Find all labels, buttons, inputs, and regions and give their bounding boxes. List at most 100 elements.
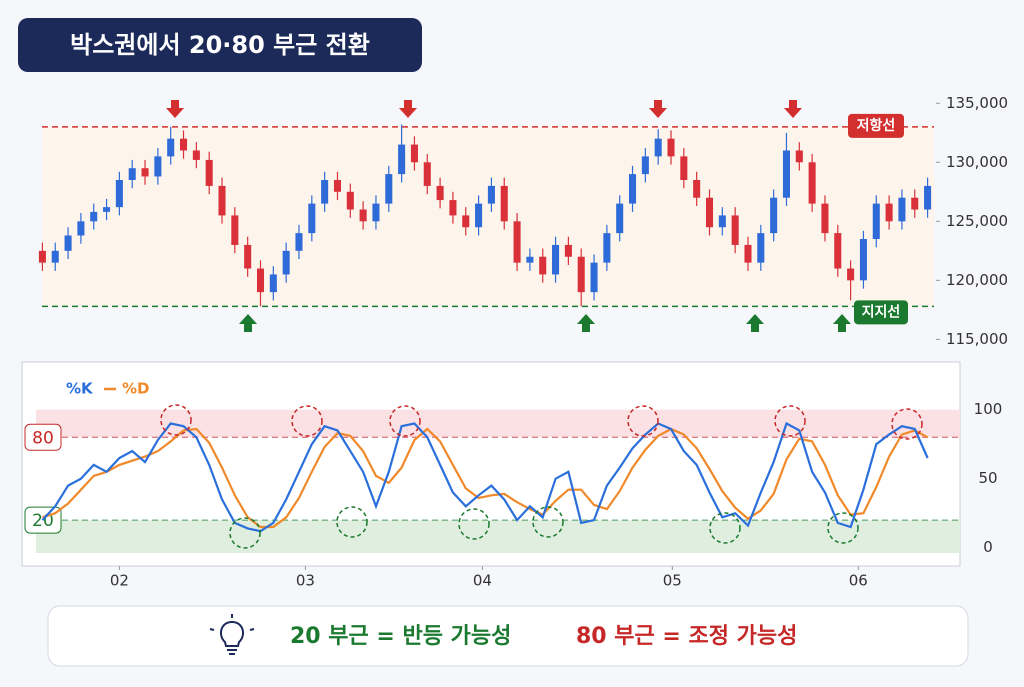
candle-body xyxy=(269,274,277,293)
x-tick-label: 06 xyxy=(849,572,868,590)
candle-body xyxy=(38,250,46,263)
candle-body xyxy=(654,138,662,157)
candle-body xyxy=(346,191,354,210)
trough-circle xyxy=(458,508,490,540)
candle-body xyxy=(244,244,252,269)
candle-body xyxy=(564,244,572,257)
candle-body xyxy=(616,203,624,234)
candle-body xyxy=(295,233,303,251)
buy-arrow xyxy=(239,314,257,332)
candle-body xyxy=(333,180,341,192)
candle-body xyxy=(103,207,111,212)
candle-body xyxy=(834,233,842,269)
trough-circle xyxy=(709,512,741,544)
peak-circle xyxy=(891,408,923,440)
x-tick-label: 04 xyxy=(473,572,492,590)
candle-body xyxy=(321,180,329,204)
candle-body xyxy=(795,150,803,163)
candle-body xyxy=(526,256,534,263)
y-tick-label: 120,000 xyxy=(946,271,1008,289)
trough-circle xyxy=(336,506,368,538)
candle-body xyxy=(167,138,175,157)
y-tick-label: 0 xyxy=(983,538,993,556)
note-box xyxy=(47,605,969,667)
candle-body xyxy=(423,162,431,186)
candle-body xyxy=(924,185,932,210)
candle-body xyxy=(898,197,906,222)
x-tick-label: 02 xyxy=(110,572,129,590)
trough-circle xyxy=(229,517,261,549)
peak-circle xyxy=(389,405,421,437)
buy-arrow xyxy=(577,314,595,332)
oversold-band xyxy=(36,520,960,553)
candle-body xyxy=(282,250,290,275)
candle-body xyxy=(449,200,457,216)
candle-body xyxy=(475,203,483,228)
candle-body xyxy=(398,144,406,175)
y-tick-label: 50 xyxy=(978,469,997,487)
candle-body xyxy=(731,215,739,245)
candle-body xyxy=(693,180,701,198)
candle-body xyxy=(782,150,790,198)
legend-label: %D xyxy=(122,380,149,398)
note-overbought: 80 부근 = 조정 가능성 xyxy=(576,624,797,649)
candle-body xyxy=(192,150,200,160)
candle-body xyxy=(77,221,85,236)
candle-body xyxy=(552,244,560,275)
candle-body xyxy=(487,185,495,204)
candle-body xyxy=(436,185,444,201)
resistance-label-box xyxy=(848,113,904,138)
candle-body xyxy=(859,239,867,281)
support-label-box xyxy=(854,300,908,325)
candle-body xyxy=(500,185,508,222)
note-oversold: 20 부근 = 반등 가능성 xyxy=(290,624,511,649)
candle-body xyxy=(590,262,598,293)
y-tick-label: 115,000 xyxy=(946,330,1008,348)
peak-circle xyxy=(160,404,192,436)
resistance-label: 저항선 xyxy=(857,117,896,134)
peak-circle xyxy=(774,405,806,437)
candle-body xyxy=(359,209,367,222)
candle-body xyxy=(744,244,752,263)
candle-body xyxy=(410,144,418,163)
candle-body xyxy=(718,215,726,228)
x-tick-label: 05 xyxy=(663,572,682,590)
sell-arrow xyxy=(649,100,667,118)
candle-body xyxy=(680,156,688,180)
level-label: 80 xyxy=(32,428,54,448)
buy-arrow xyxy=(833,314,851,332)
candle-body xyxy=(205,159,213,186)
sell-arrow xyxy=(399,100,417,118)
candle-body xyxy=(539,256,547,275)
candle-body xyxy=(218,185,226,216)
candle-body xyxy=(603,233,611,263)
candle-body xyxy=(705,197,714,228)
candle-body xyxy=(641,156,649,175)
sell-arrow xyxy=(166,100,184,118)
series-line xyxy=(41,421,929,533)
candle-body xyxy=(885,203,893,222)
y-tick-label: 100 xyxy=(974,400,1003,418)
candle-body xyxy=(462,215,470,228)
candle-body xyxy=(180,138,188,151)
candle-body xyxy=(308,203,316,234)
bulb-icon xyxy=(209,614,255,655)
candle-body xyxy=(51,250,59,263)
peak-circle xyxy=(291,405,323,437)
title-box xyxy=(18,18,422,72)
candle-body xyxy=(128,168,136,180)
candle-body xyxy=(770,197,778,234)
candle-body xyxy=(911,197,919,210)
y-tick-label: 125,000 xyxy=(946,212,1008,230)
candle-body xyxy=(115,180,123,208)
support-label: 지지선 xyxy=(862,304,901,320)
candle-body xyxy=(667,138,675,157)
candle-body xyxy=(808,162,816,204)
candle-body xyxy=(629,174,637,204)
candle-body xyxy=(141,168,149,177)
candle-body xyxy=(154,156,162,177)
y-tick-label: 135,000 xyxy=(946,94,1008,112)
level-label-box xyxy=(24,423,62,451)
candle-body xyxy=(256,268,265,293)
trough-circle xyxy=(827,512,859,544)
